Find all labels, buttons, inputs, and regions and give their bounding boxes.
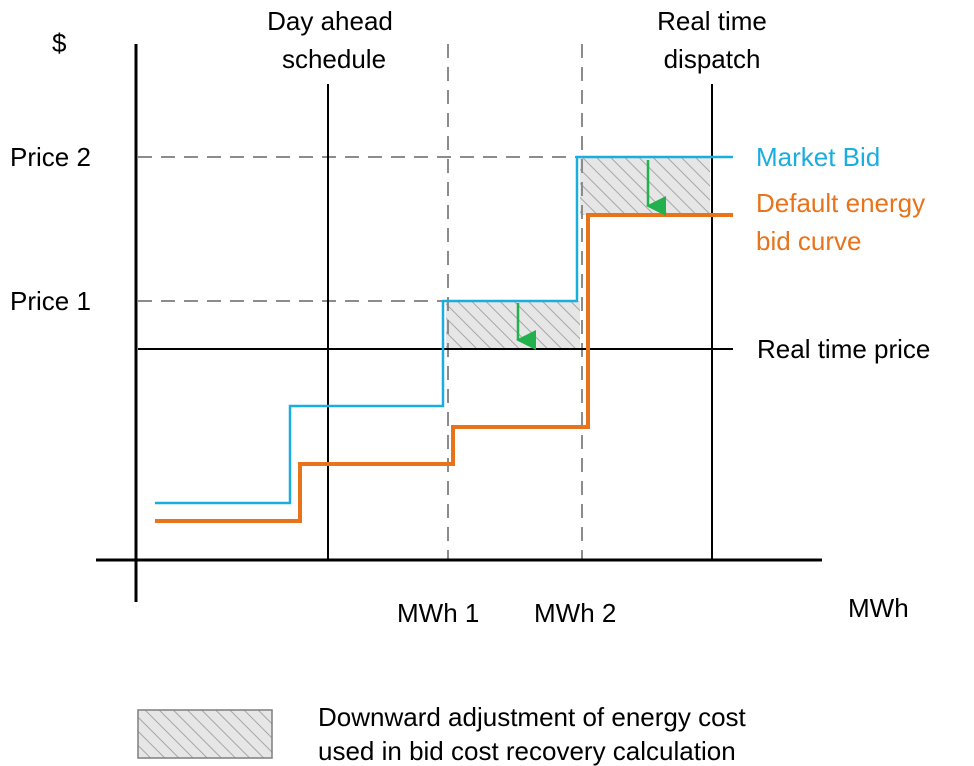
price2-label: Price 2 — [10, 142, 91, 172]
default-curve-label-1: Default energy — [756, 188, 925, 218]
legend-text-1: Downward adjustment of energy cost — [318, 702, 747, 732]
adjustment-area-2 — [580, 157, 710, 215]
real-time-price-label: Real time price — [757, 334, 930, 364]
legend-swatch — [137, 709, 273, 759]
legend-text-2: used in bid cost recovery calculation — [318, 736, 736, 766]
market-bid-label: Market Bid — [756, 142, 880, 172]
market-bid-curve — [155, 155, 733, 505]
default-curve-label-2: bid curve — [756, 226, 862, 256]
adjustment-area-1 — [446, 301, 580, 349]
price1-label: Price 1 — [10, 286, 91, 316]
real-time-label-2: dispatch — [664, 44, 761, 74]
day-ahead-label-2: schedule — [282, 44, 386, 74]
x-unit-label: MWh — [848, 593, 909, 623]
y-unit-label: $ — [52, 28, 67, 58]
real-time-label-1: Real time — [657, 6, 767, 36]
mwh1-label: MWh 1 — [397, 598, 479, 628]
default-energy-bid-curve — [155, 213, 733, 523]
day-ahead-label-1: Day ahead — [267, 6, 393, 36]
mwh2-label: MWh 2 — [534, 598, 616, 628]
